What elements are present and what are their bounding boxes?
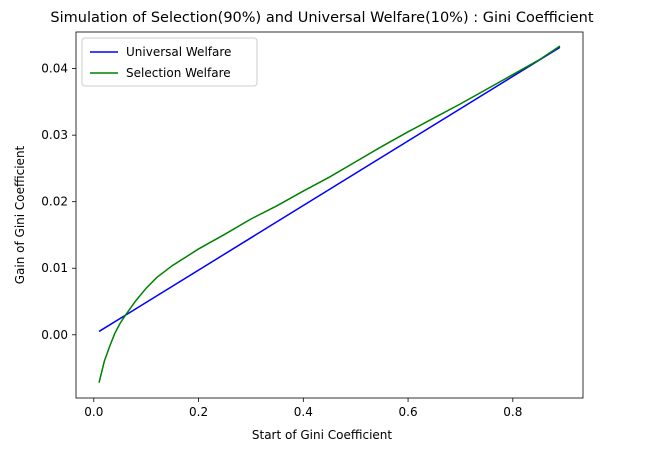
- y-tick-label: 0.02: [41, 195, 68, 209]
- x-tick-label: 0.0: [84, 405, 103, 419]
- series-line-0: [98, 46, 561, 333]
- x-tick-label: 0.8: [503, 405, 522, 419]
- series-line-1: [98, 45, 561, 383]
- y-tick-label: 0.01: [41, 261, 68, 275]
- legend-label-1: Selection Welfare: [126, 66, 231, 80]
- legend-box: [81, 37, 258, 87]
- y-tick-label: 0.03: [41, 128, 68, 142]
- y-axis-label: Gain of Gini Coefficient: [13, 145, 27, 284]
- x-tick-label: 0.6: [399, 405, 418, 419]
- x-tick-label: 0.2: [189, 405, 208, 419]
- chart-title: Simulation of Selection(90%) and Univers…: [50, 10, 593, 26]
- y-tick-label: 0.04: [41, 62, 68, 76]
- series-group: [98, 45, 561, 383]
- legend-label-0: Universal Welfare: [126, 45, 231, 59]
- legend: Universal Welfare Selection Welfare: [81, 37, 258, 87]
- y-tick-label: 0.00: [41, 328, 68, 342]
- ticks-group: 0.0 0.2 0.4 0.6 0.8 0.00 0.01 0.02 0.03 0.04: [41, 62, 522, 419]
- plot-frame: [75, 31, 584, 399]
- x-axis-label: Start of Gini Coefficient: [252, 428, 393, 442]
- x-tick-label: 0.4: [294, 405, 313, 419]
